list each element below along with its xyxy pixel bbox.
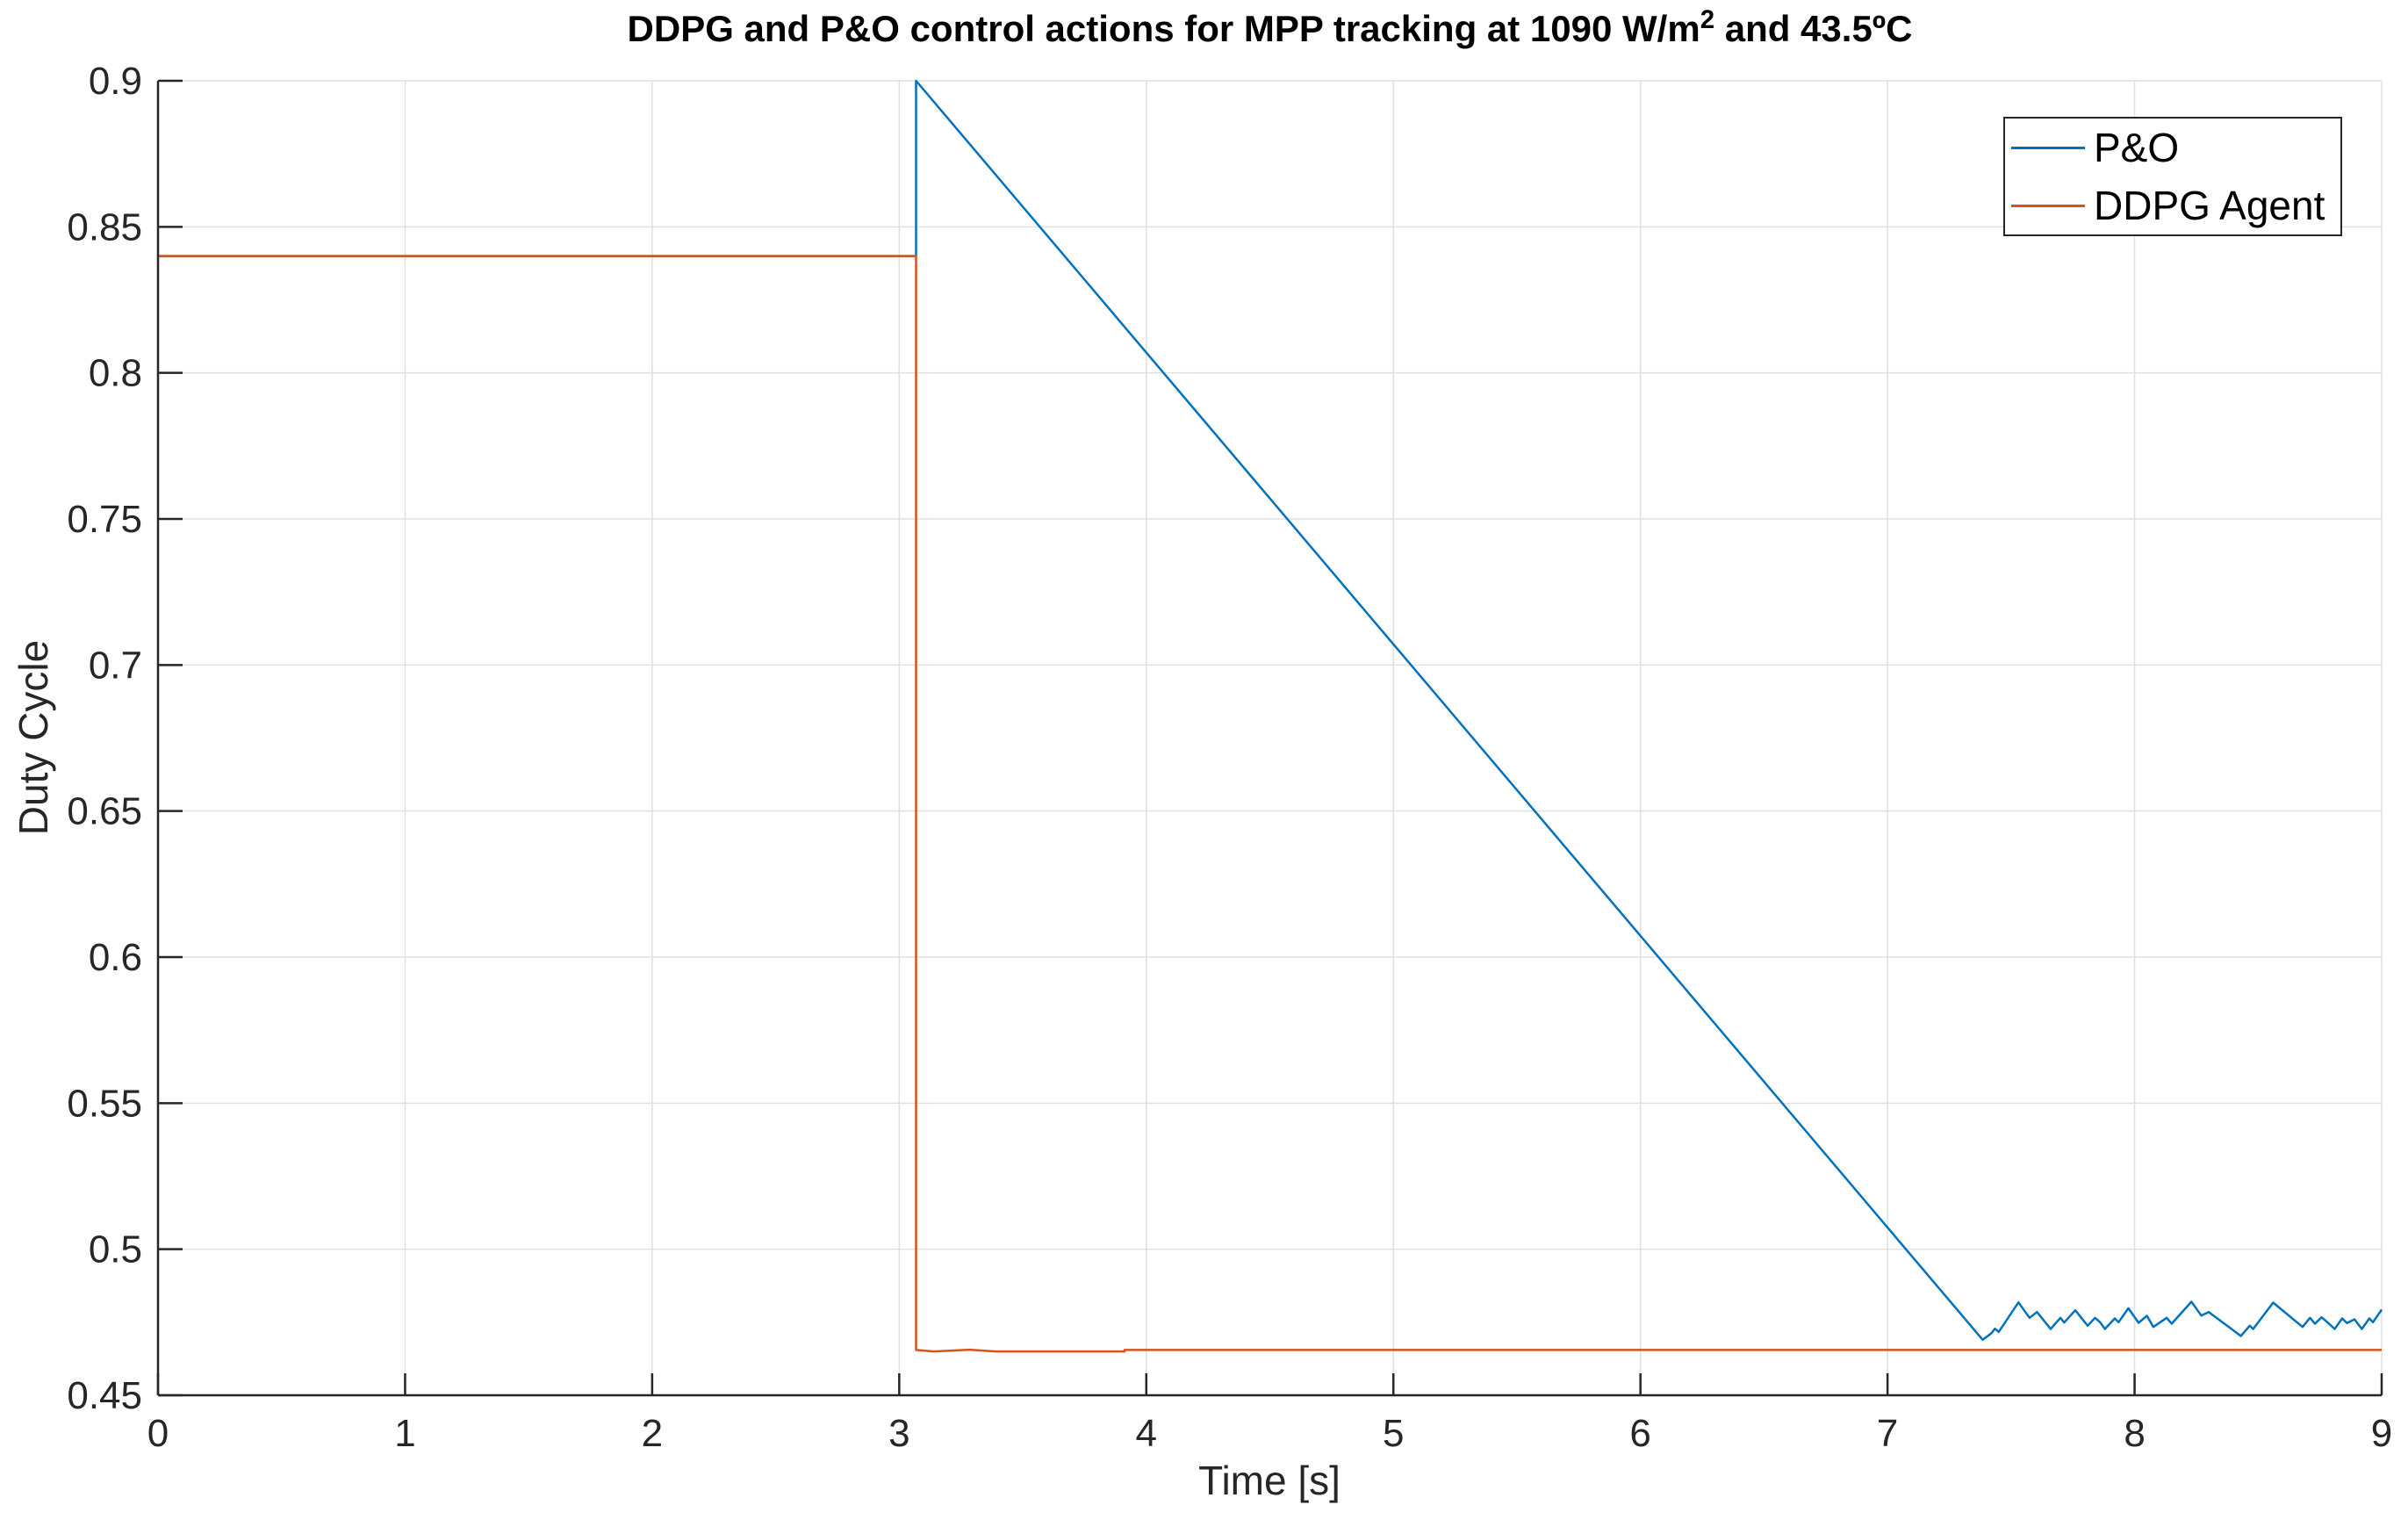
title-text-end: and 43.5ºC xyxy=(1714,8,1913,49)
legend-box: P&O DDPG Agent xyxy=(2003,117,2342,236)
x-tick-label: 6 xyxy=(1629,1412,1650,1455)
legend-label-ddpg: DDPG Agent xyxy=(2094,183,2325,228)
x-tick-label: 9 xyxy=(2371,1412,2392,1455)
y-tick-label: 0.9 xyxy=(89,60,142,103)
x-tick-label: 1 xyxy=(394,1412,415,1455)
y-tick-label: 0.75 xyxy=(67,498,142,541)
y-tick-label: 0.55 xyxy=(67,1082,142,1125)
title-text: DDPG and P&O control actions for MPP tra… xyxy=(627,8,1700,49)
y-tick-label: 0.45 xyxy=(67,1374,142,1417)
legend-label-pando: P&O xyxy=(2094,125,2180,170)
legend-line-sample-ddpg xyxy=(2011,204,2085,207)
series-line-pando xyxy=(158,79,2383,1342)
y-tick-label: 0.6 xyxy=(89,936,142,979)
x-tick-label: 4 xyxy=(1136,1412,1157,1455)
y-tick-label: 0.7 xyxy=(89,644,142,687)
legend-entry-ddpg: DDPG Agent xyxy=(2005,177,2340,234)
y-tick-label: 0.5 xyxy=(89,1228,142,1271)
x-tick-label: 2 xyxy=(642,1412,663,1455)
title-superscript: 2 xyxy=(1700,5,1715,34)
y-tick-label: 0.85 xyxy=(67,205,142,248)
y-tick-label: 0.65 xyxy=(67,790,142,833)
series-line-ddpg xyxy=(158,255,2382,1353)
chart-title: DDPG and P&O control actions for MPP tra… xyxy=(158,5,2382,50)
x-tick-label: 0 xyxy=(147,1412,169,1455)
x-tick-label: 5 xyxy=(1383,1412,1404,1455)
x-tick-label: 3 xyxy=(888,1412,909,1455)
legend-entry-pando: P&O xyxy=(2005,119,2340,176)
y-axis-label: Duty Cycle xyxy=(11,639,56,836)
x-axis-label: Time [s] xyxy=(1198,1458,1341,1503)
y-tick-label: 0.8 xyxy=(89,352,142,395)
x-tick-label: 7 xyxy=(1877,1412,1898,1455)
x-tick-label: 8 xyxy=(2124,1412,2145,1455)
legend-line-sample-pando xyxy=(2011,146,2085,149)
